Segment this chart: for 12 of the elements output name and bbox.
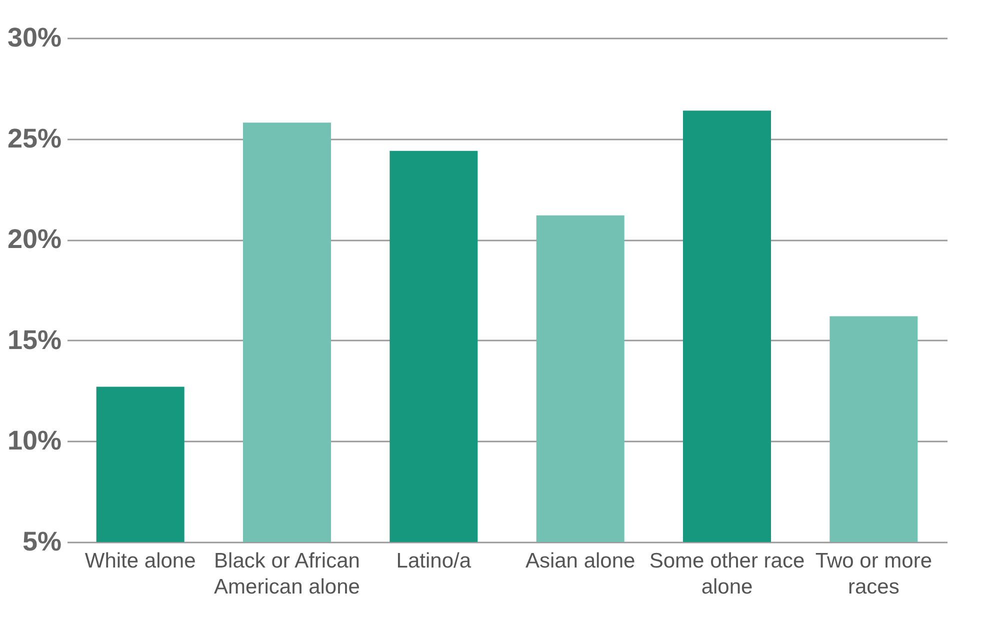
y-tick-label: 10% (7, 426, 62, 456)
x-tick-label: Latino/a (396, 550, 472, 572)
x-tick-label: Black or African American alone (214, 550, 360, 598)
y-tick-label: 25% (7, 123, 62, 154)
x-tick-label: Two or more races (815, 550, 932, 598)
y-tick-label: 20% (7, 224, 62, 254)
y-tick-label: 5% (22, 526, 62, 556)
x-tick-label: Some other race alone (649, 550, 805, 598)
x-tick-label: White alone (84, 550, 196, 572)
y-tick-label: 30% (7, 22, 62, 52)
x-tick-label: Asian alone (525, 550, 636, 572)
y-tick-label: 15% (7, 324, 62, 355)
